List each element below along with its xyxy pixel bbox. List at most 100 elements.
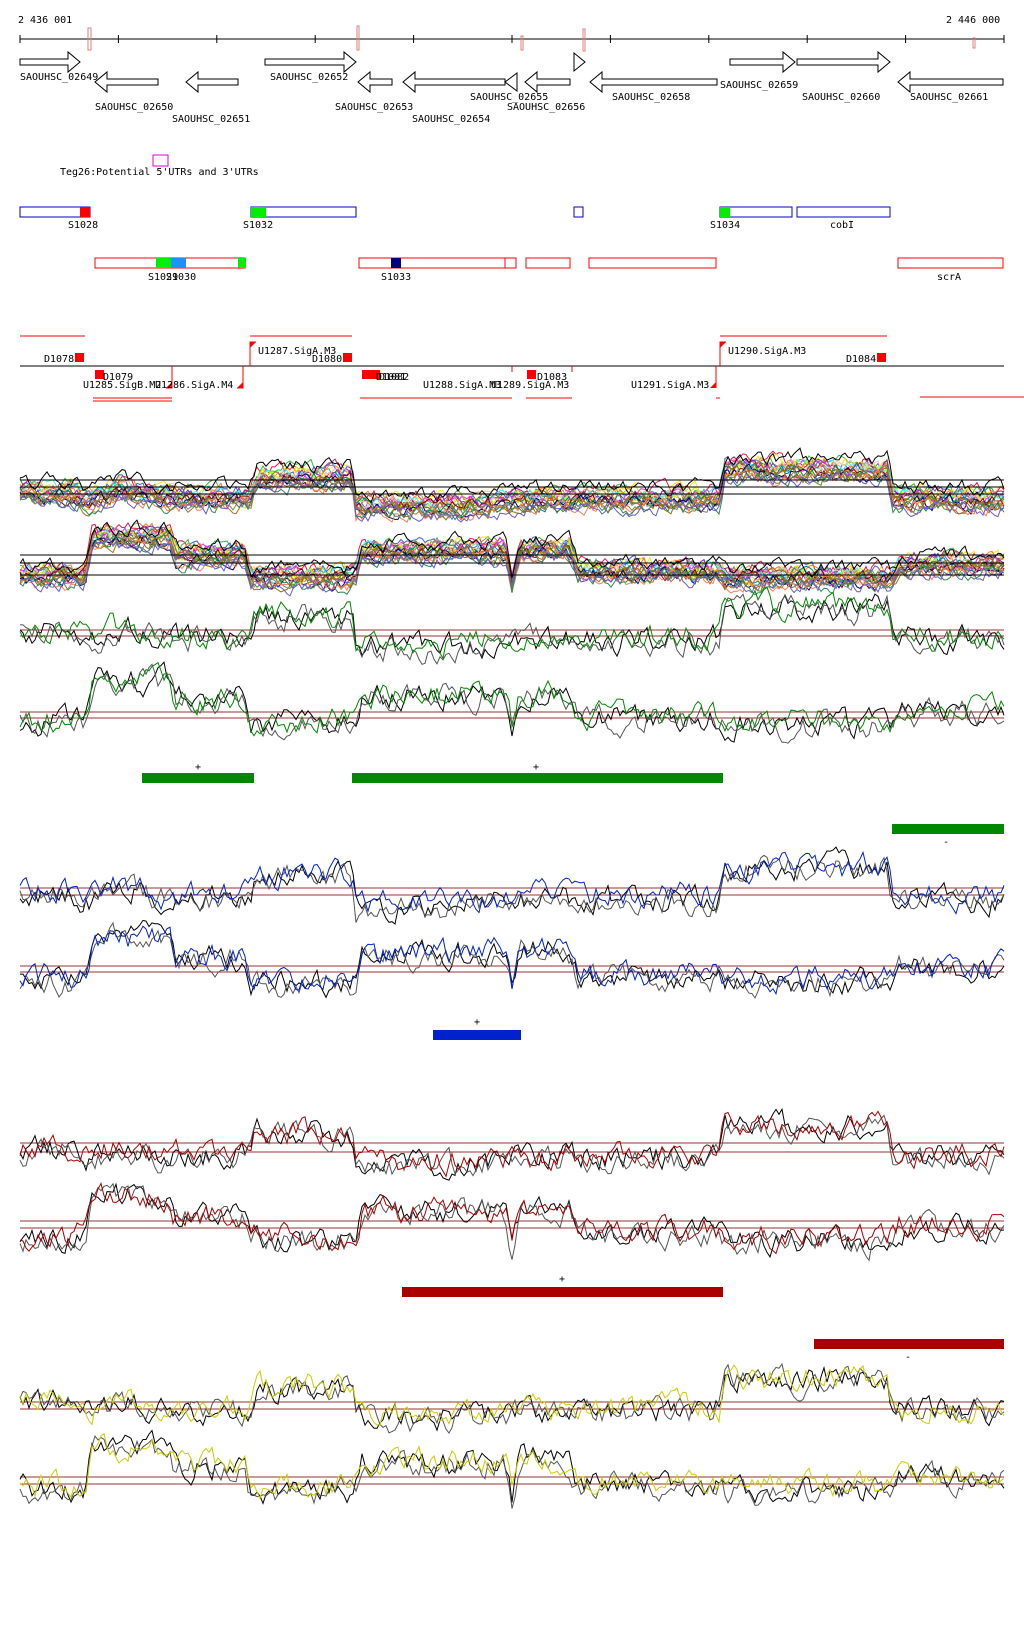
feature-box-s1032[interactable]: [250, 206, 357, 218]
gene-arrow[interactable]: [357, 70, 393, 94]
green-plus-bar-2[interactable]: [352, 773, 723, 783]
promoter-label: D1083: [537, 372, 567, 383]
gene-arrow[interactable]: [897, 70, 1004, 94]
promoter-label: D1082: [379, 372, 409, 383]
blue-plus-bar[interactable]: [433, 1030, 521, 1040]
expression-curve: [20, 536, 1005, 597]
gene-label: SAOUHSC_02658: [612, 92, 690, 103]
expression-curve: [19, 1110, 1005, 1178]
red-plus-bar[interactable]: [402, 1287, 723, 1297]
expression-curve: [19, 593, 1005, 665]
expression-curve: [19, 1182, 1005, 1262]
gene-label: SAOUHSC_02653: [335, 102, 413, 113]
ruler-ticks: [19, 35, 1005, 43]
gene-label: SAOUHSC_02649: [20, 72, 98, 83]
expression-curve: [19, 1182, 1005, 1255]
gene-arrow[interactable]: [504, 72, 518, 92]
expression-curve: [19, 535, 1005, 596]
gene-label: SAOUHSC_02660: [802, 92, 880, 103]
feature-mark-s1032: [251, 207, 266, 217]
promoter-label: D1081: [376, 372, 406, 383]
feature-mark-s1034: [720, 207, 730, 217]
gene-label: SAOUHSC_02654: [412, 114, 490, 125]
promoter-label: D1084: [846, 354, 876, 365]
gene-label: SAOUHSC_02655: [470, 92, 548, 103]
gene-arrow[interactable]: [729, 50, 796, 74]
expression-curve: [19, 1429, 1005, 1505]
promoter-label: U1291.SigA.M3: [631, 380, 709, 391]
expression-panels: [19, 447, 1005, 1509]
expression-curve: [19, 1432, 1005, 1500]
start-coordinate: 2 436 001: [18, 15, 72, 26]
strand-label: +: [533, 762, 539, 773]
promoter-label: D1078: [44, 354, 74, 365]
feature-label: S1029: [148, 272, 178, 283]
strand-label: +: [195, 762, 201, 773]
gene-arrow[interactable]: [402, 70, 506, 94]
end-coordinate: 2 446 000: [946, 15, 1000, 26]
feature-box-scra[interactable]: [897, 257, 1004, 269]
expression-curve: [19, 661, 1005, 737]
feature-box-small[interactable]: [573, 206, 584, 218]
gene-label: SAOUHSC_02661: [910, 92, 988, 103]
gene-arrow[interactable]: [264, 50, 357, 74]
feature-label: S1030: [166, 272, 196, 283]
expression-curve: [19, 1114, 1005, 1177]
gene-arrow[interactable]: [589, 70, 718, 94]
promoter-label: U1286.SigA.M4: [155, 380, 233, 391]
expression-curve: [19, 1364, 1005, 1426]
feature-mark-s1028: [80, 207, 90, 217]
green-plus-bar-1[interactable]: [142, 773, 254, 783]
gene-arrow[interactable]: [19, 50, 81, 74]
promoter-label: U1289.SigA.M3: [491, 380, 569, 391]
expression-curve: [19, 468, 1005, 521]
feature-box-s1034[interactable]: [719, 206, 793, 218]
feature-label: scrA: [937, 272, 961, 283]
strand-label: -: [943, 837, 949, 848]
expression-curve: [19, 850, 1005, 915]
promoter-label: D1079: [103, 372, 133, 383]
feature-box-s1033[interactable]: [358, 257, 517, 269]
gene-arrow[interactable]: [94, 70, 159, 94]
expression-curve: [19, 1435, 1005, 1509]
strand-label: +: [559, 1274, 565, 1285]
feature-box-s1028[interactable]: [19, 206, 91, 218]
gene-label: SAOUHSC_02651: [172, 114, 250, 125]
expression-curve: [19, 447, 1005, 504]
gene-label: SAOUHSC_02656: [507, 102, 585, 113]
feature-mark-s1029: [156, 258, 171, 268]
feature-mark-end: [238, 258, 246, 268]
coordinate-ruler: 2 436 001 2 446 000: [18, 15, 1005, 52]
promoter-label: U1287.SigA.M3: [258, 346, 336, 357]
teg26-marker[interactable]: [152, 154, 169, 167]
promoter-label: D1080: [312, 354, 342, 365]
feature-label: cobI: [830, 220, 854, 231]
green-minus-bar[interactable]: [892, 824, 1004, 834]
expression-curve: [19, 534, 1005, 594]
feature-box-c[interactable]: [588, 257, 717, 269]
feature-label: S1034: [710, 220, 740, 231]
expression-curve: [19, 846, 1005, 925]
feature-box-b[interactable]: [525, 257, 571, 269]
red-minus-bar[interactable]: [814, 1339, 1004, 1349]
teg26-track: Teg26:Potential 5'UTRs and 3'UTRs: [60, 154, 259, 178]
promoter-label: U1290.SigA.M3: [728, 346, 806, 357]
gene-arrow[interactable]: [524, 70, 571, 94]
ruler-highlights: [87, 25, 976, 52]
feature-label: S1033: [381, 272, 411, 283]
promoter-label: U1288.SigA.M3: [423, 380, 501, 391]
gene-arrow[interactable]: [796, 50, 891, 74]
feature-mark-s1033: [391, 258, 401, 268]
gene-label: SAOUHSC_02659: [720, 80, 798, 91]
gene-arrow[interactable]: [185, 70, 239, 94]
strand-bars: + + - + + -: [142, 762, 1004, 1363]
strand-label: -: [905, 1352, 911, 1363]
expression-curve: [19, 925, 1005, 996]
feature-box-cobi[interactable]: [796, 206, 891, 218]
gene-arrow[interactable]: [573, 51, 586, 73]
expression-curve: [19, 1107, 1005, 1181]
strand-label: +: [474, 1017, 480, 1028]
feature-label: S1028: [68, 220, 98, 231]
